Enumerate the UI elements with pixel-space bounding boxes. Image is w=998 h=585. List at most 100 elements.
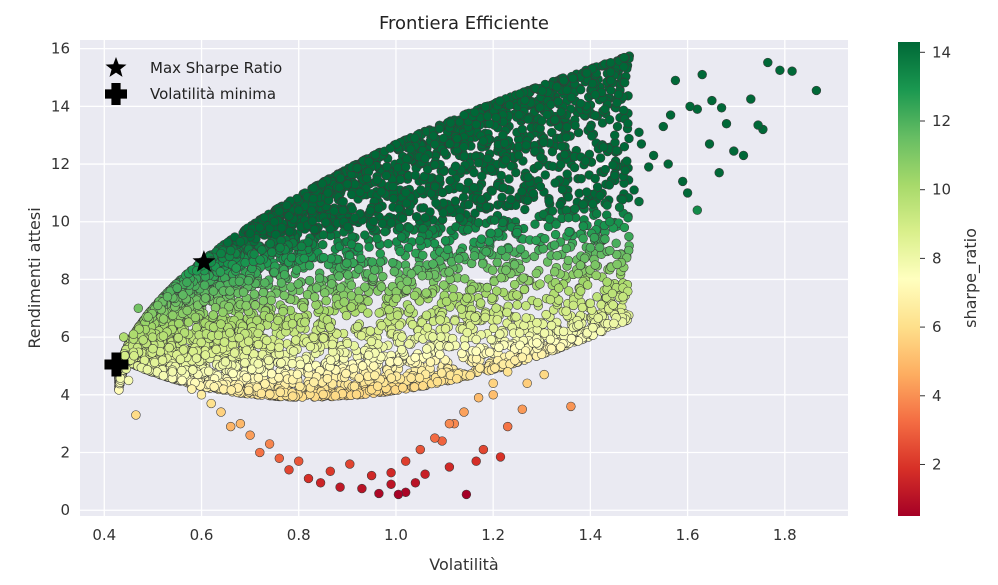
cloud-point — [255, 255, 265, 265]
cloud-point — [208, 310, 218, 320]
cloud-point — [562, 169, 572, 179]
cloud-point — [606, 85, 616, 96]
cloud-point — [528, 189, 539, 199]
cloud-point — [504, 100, 515, 110]
cloud-point — [416, 185, 426, 195]
cloud-point — [541, 309, 551, 320]
cloud-point — [393, 356, 403, 366]
cloud-point — [488, 265, 498, 275]
cloud-point — [540, 170, 550, 180]
cloud-point — [225, 328, 235, 338]
cloud-point — [320, 288, 330, 298]
cloud-point — [611, 238, 621, 248]
cloud-point — [592, 292, 602, 302]
cloud-point — [257, 245, 267, 255]
cloud-point — [334, 271, 344, 281]
cloud-point — [607, 288, 618, 299]
cloud-point — [287, 359, 297, 369]
cloud-point — [550, 178, 560, 188]
cloud-point — [448, 284, 458, 294]
cloud-point — [365, 326, 376, 336]
cloud-point — [428, 259, 438, 269]
cloud-point — [363, 308, 373, 318]
cloud-point — [311, 283, 322, 293]
cloud-point — [482, 111, 493, 121]
cloud-point — [319, 252, 329, 263]
cloud-point — [168, 310, 178, 321]
cloud-point — [544, 196, 554, 206]
cloud-point — [266, 295, 276, 306]
cloud-point — [441, 296, 452, 307]
cloud-point — [540, 234, 550, 244]
cloud-point — [440, 236, 451, 246]
cloud-point — [513, 141, 524, 152]
cloud-point — [342, 338, 353, 349]
cloud-point — [606, 58, 616, 68]
cloud-point — [580, 156, 591, 166]
cloud-point — [191, 353, 202, 363]
cloud-point — [600, 164, 610, 175]
cloud-point — [262, 335, 272, 346]
cloud-point — [515, 244, 526, 254]
cloud-point — [435, 315, 445, 325]
cloud-point — [455, 213, 465, 223]
cloud-point — [550, 229, 561, 240]
cloud-point — [522, 195, 533, 206]
cloud-point — [211, 344, 221, 355]
cloud-point — [375, 249, 385, 259]
cloud-point — [542, 110, 552, 120]
cloud-point — [409, 382, 420, 392]
cloud-point — [481, 247, 491, 257]
cloud-point — [602, 200, 612, 210]
cloud-point — [620, 78, 630, 88]
cloud-point — [624, 231, 634, 242]
cloud-point — [549, 240, 560, 250]
cloud-point — [587, 131, 597, 141]
cloud-point — [415, 235, 425, 246]
cloud-point — [501, 265, 511, 275]
cloud-point — [196, 337, 206, 348]
cloud-point — [605, 67, 616, 77]
cloud-point — [450, 196, 461, 206]
cloud-point — [253, 339, 263, 350]
cloud-point — [242, 345, 252, 356]
cloud-point — [477, 171, 487, 181]
cloud-point — [418, 381, 428, 391]
cloud-point — [514, 110, 524, 120]
cloud-point — [476, 298, 486, 308]
cloud-point — [229, 348, 240, 358]
cloud-point — [497, 192, 507, 202]
cloud-point — [428, 332, 438, 342]
cloud-point — [383, 239, 393, 249]
cloud-point — [374, 308, 384, 318]
cloud-point — [563, 255, 573, 266]
cloud-point — [487, 186, 497, 196]
cloud-point — [501, 155, 511, 165]
cloud-point — [347, 204, 357, 214]
cloud-point — [147, 332, 158, 342]
cloud-point — [406, 269, 417, 279]
cloud-point — [492, 315, 502, 325]
cloud-point — [530, 219, 540, 229]
cloud-point — [519, 284, 529, 295]
cloud-point — [496, 245, 507, 255]
cloud-point — [517, 186, 527, 197]
cloud-point — [364, 242, 374, 252]
cloud-point — [561, 243, 571, 254]
cloud-point — [346, 280, 357, 290]
cloud-point — [521, 313, 531, 323]
cloud-point — [388, 258, 398, 268]
cloud-point — [551, 219, 561, 229]
cloud-point — [260, 278, 270, 288]
cloud-point — [279, 270, 290, 280]
cloud-point — [511, 167, 521, 178]
cloud-point — [568, 73, 578, 83]
cloud-point — [325, 224, 335, 234]
cloud-point — [179, 328, 190, 338]
cloud-point — [499, 138, 510, 148]
cloud-point — [475, 363, 485, 373]
cloud-point — [539, 328, 550, 338]
cloud-point — [307, 216, 318, 226]
cloud-point — [591, 270, 601, 281]
cloud-point — [437, 368, 447, 378]
